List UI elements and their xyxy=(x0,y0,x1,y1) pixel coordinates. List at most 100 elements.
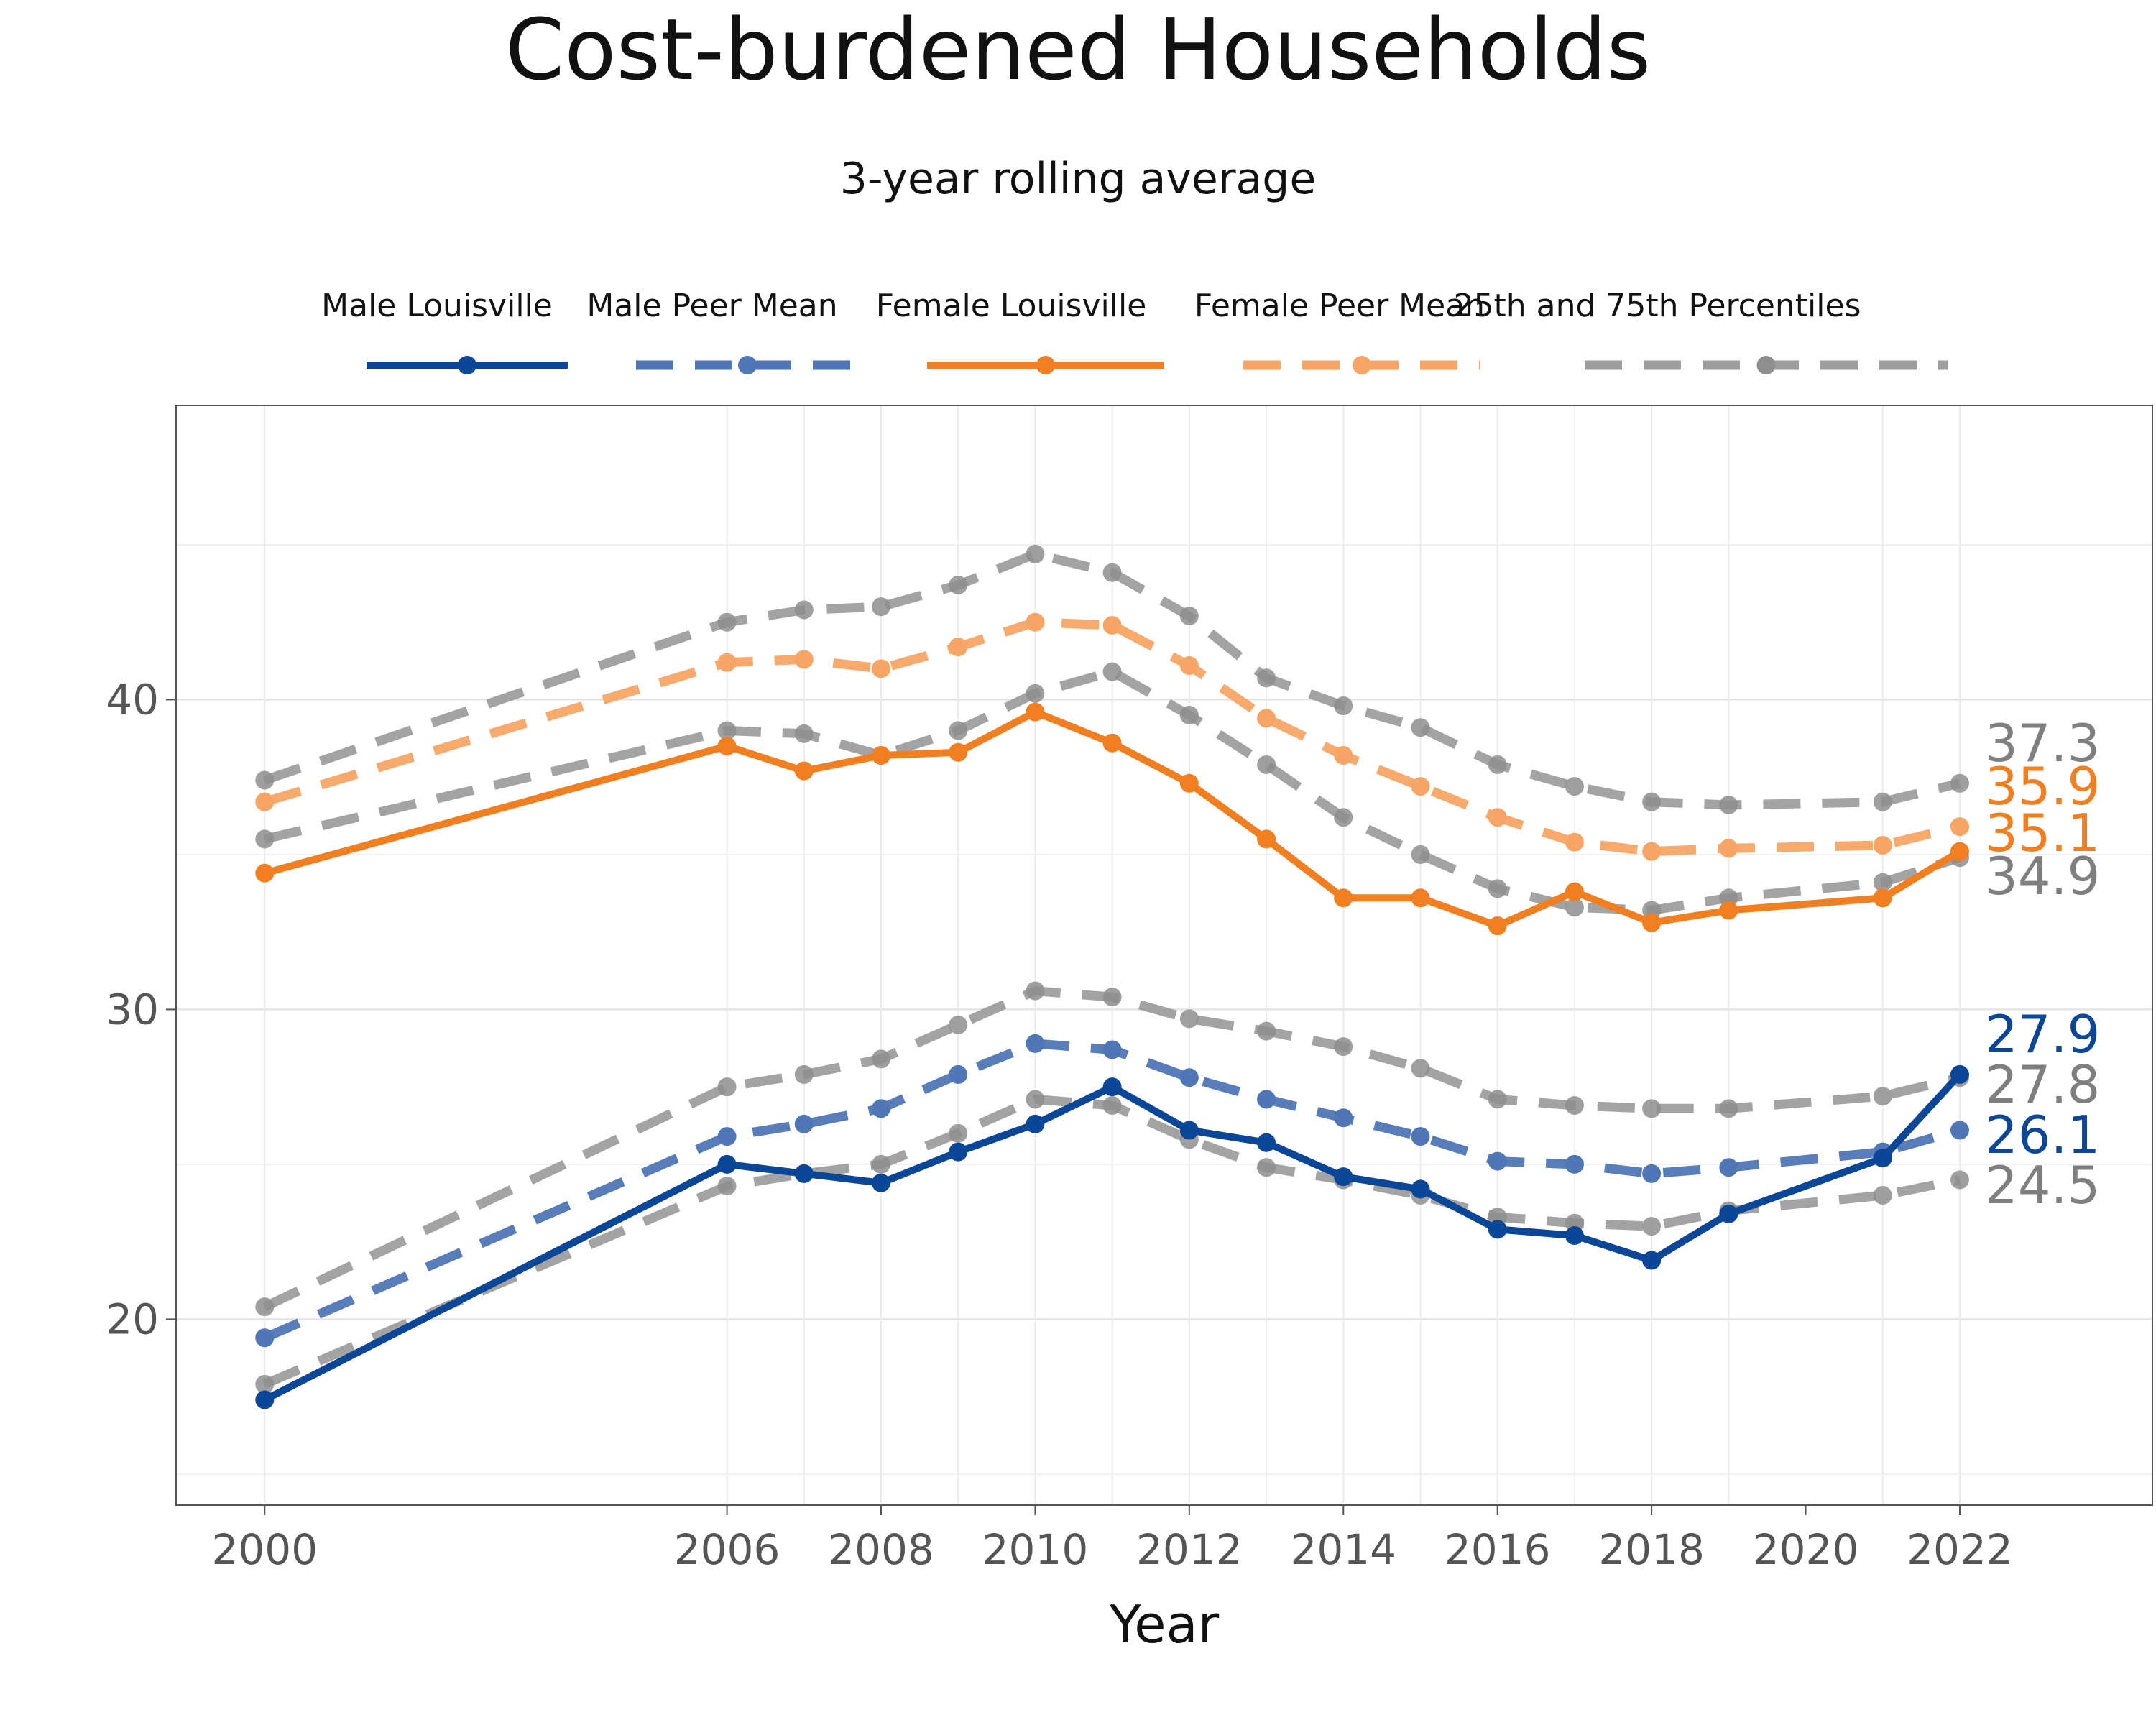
data-point xyxy=(1873,792,1892,811)
legend-item-male-louisville: Male Louisville xyxy=(321,288,568,374)
data-point xyxy=(1257,1090,1276,1109)
data-point xyxy=(949,575,968,594)
data-point xyxy=(1565,898,1584,917)
data-point xyxy=(1334,1037,1353,1057)
data-point xyxy=(949,1123,968,1143)
data-point xyxy=(1102,563,1122,582)
data-point xyxy=(1873,836,1892,855)
x-tick-label: 2010 xyxy=(982,1525,1089,1574)
data-point xyxy=(1488,1090,1507,1109)
data-point xyxy=(1026,544,1045,564)
data-point xyxy=(1565,832,1584,852)
series-line-female-peer-mean xyxy=(263,617,1961,857)
data-point xyxy=(1179,1121,1199,1140)
data-point xyxy=(1719,1204,1738,1223)
y-tick-label: 30 xyxy=(106,985,159,1034)
series-male-louisville xyxy=(255,1064,1969,1409)
legend-item-female-peer-mean: Female Peer Mean xyxy=(1194,288,1485,374)
data-point xyxy=(1642,1251,1662,1270)
data-point xyxy=(1334,1108,1353,1128)
data-point xyxy=(255,792,275,811)
data-point xyxy=(1642,913,1662,932)
x-tick-label: 2006 xyxy=(674,1525,780,1574)
data-point xyxy=(1488,755,1507,774)
data-point xyxy=(794,1064,814,1084)
data-point xyxy=(1411,845,1430,864)
data-point xyxy=(1873,1186,1892,1205)
end-label: 27.8 xyxy=(1985,1054,2100,1115)
data-point xyxy=(1334,746,1353,765)
data-point xyxy=(1026,1034,1045,1053)
data-point xyxy=(717,612,737,632)
data-point xyxy=(1411,888,1430,908)
data-point xyxy=(949,1064,968,1084)
legend-key-marker xyxy=(1353,356,1371,374)
data-point xyxy=(949,1015,968,1034)
x-tick-label: 2000 xyxy=(211,1525,318,1574)
data-point xyxy=(1102,733,1122,753)
data-point xyxy=(1102,1096,1122,1116)
data-point xyxy=(1719,1099,1738,1118)
data-point xyxy=(717,1154,737,1174)
data-point xyxy=(1642,792,1662,811)
data-point xyxy=(1950,842,1969,861)
data-point xyxy=(1334,808,1353,827)
chart-title: Cost-burdened Households xyxy=(505,0,1651,99)
end-label: 27.9 xyxy=(1985,1004,2100,1064)
data-point xyxy=(1257,1158,1276,1177)
legend-item-male-peer-mean: Male Peer Mean xyxy=(586,288,859,374)
data-point xyxy=(1411,1127,1430,1146)
data-point xyxy=(1950,1064,1969,1084)
data-point xyxy=(1179,1068,1199,1087)
end-label: 34.9 xyxy=(1985,846,2100,906)
data-point xyxy=(1102,662,1122,681)
data-point xyxy=(717,1177,737,1196)
data-point xyxy=(1334,1167,1353,1187)
end-label: 26.1 xyxy=(1985,1105,2100,1165)
legend-key-marker xyxy=(1036,356,1055,374)
data-point xyxy=(1565,777,1584,796)
data-point xyxy=(1950,1121,1969,1140)
legend-item-25th-and-75th-percentiles: 25th and 75th Percentiles xyxy=(1454,288,1948,374)
series-female-peer-mean xyxy=(255,612,1969,861)
legend-label: Female Peer Mean xyxy=(1194,288,1485,324)
data-point xyxy=(1257,1133,1276,1152)
y-tick-label: 20 xyxy=(106,1294,159,1343)
data-point xyxy=(717,653,737,672)
x-axis: 2000 2006 2008 2010 2012 2014 2016 2018 2020 2022 xyxy=(211,1505,2013,1574)
legend-label: Male Louisville xyxy=(321,288,553,324)
legend-label: Male Peer Mean xyxy=(586,288,837,324)
data-point xyxy=(1179,705,1199,724)
data-point xyxy=(1334,696,1353,716)
x-tick-label: 2022 xyxy=(1907,1525,2013,1574)
data-point xyxy=(1026,612,1045,632)
data-point xyxy=(1257,755,1276,774)
data-point xyxy=(1102,616,1122,635)
data-point xyxy=(1719,1158,1738,1177)
legend-label: Female Louisville xyxy=(876,288,1147,324)
data-point xyxy=(794,1164,814,1183)
data-point xyxy=(1642,1217,1662,1236)
data-point xyxy=(1719,839,1738,858)
data-point xyxy=(1179,773,1199,793)
end-label: 24.5 xyxy=(1985,1155,2100,1215)
data-point xyxy=(717,721,737,740)
data-point xyxy=(1257,1021,1276,1041)
data-point xyxy=(1026,702,1045,722)
data-point xyxy=(1719,901,1738,920)
data-point xyxy=(871,746,890,765)
data-point xyxy=(1257,668,1276,688)
data-point xyxy=(1102,1040,1122,1059)
x-tick-label: 2012 xyxy=(1136,1525,1243,1574)
data-point xyxy=(949,721,968,740)
x-tick-label: 2008 xyxy=(828,1525,934,1574)
data-point xyxy=(794,761,814,781)
data-point xyxy=(717,1077,737,1097)
data-point xyxy=(1026,684,1045,703)
data-point xyxy=(255,770,275,790)
end-label: 37.3 xyxy=(1985,713,2100,773)
legend: Male Louisville Male Peer Mean Female Loui… xyxy=(321,288,1948,374)
data-point xyxy=(1873,1149,1892,1168)
data-point xyxy=(255,863,275,883)
plot-frame xyxy=(175,405,2153,1506)
